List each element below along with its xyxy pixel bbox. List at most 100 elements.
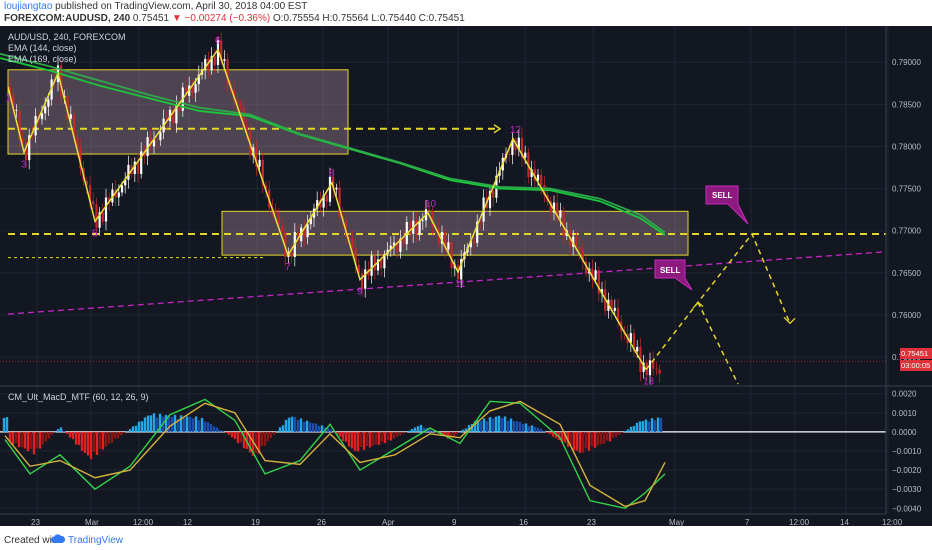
- sell-badge-upper-shape: [705, 185, 749, 225]
- macd-histogram-bar: [659, 417, 663, 432]
- candle-body: [98, 212, 101, 228]
- candle-body: [220, 40, 223, 61]
- macd-histogram-bar: [182, 417, 186, 432]
- macd-tick-label: 0.0000: [892, 428, 917, 437]
- macd-histogram-bar: [107, 431, 111, 444]
- macd-histogram-bar: [341, 431, 345, 441]
- candle-body: [348, 236, 351, 239]
- price-tick-label: 0.78000: [892, 142, 921, 151]
- candle-body: [380, 259, 383, 269]
- projection-arrowhead: [783, 316, 796, 325]
- macd-histogram-bar: [605, 431, 609, 441]
- x-tick-label: Apr: [382, 518, 395, 526]
- macd-histogram-bar: [467, 425, 471, 432]
- macd-histogram-bar: [581, 431, 585, 453]
- macd-histogram-bar: [494, 416, 498, 432]
- candle-body: [354, 247, 357, 265]
- candle-body: [447, 242, 450, 250]
- macd-histogram-bar: [491, 418, 495, 432]
- macd-histogram-bar: [560, 431, 564, 443]
- macd-histogram-bar: [317, 425, 321, 432]
- macd-histogram-bar: [11, 431, 15, 445]
- macd-histogram-bar: [68, 431, 72, 438]
- wave-label: 1: [5, 94, 11, 105]
- macd-histogram-bar: [443, 431, 447, 436]
- macd-histogram-bar: [284, 419, 288, 432]
- candle-body: [396, 242, 399, 252]
- x-tick-label: 12:00: [133, 518, 154, 526]
- candle-body: [508, 154, 511, 155]
- candle-body: [636, 346, 639, 352]
- macd-histogram-bar: [143, 417, 147, 432]
- ema169-legend: EMA (169, close): [8, 54, 77, 64]
- macd-histogram-bar: [497, 415, 501, 432]
- last-price: 0.75451: [132, 13, 170, 24]
- macd-histogram-bar: [545, 431, 549, 433]
- candle-body: [21, 139, 24, 143]
- macd-histogram-bar: [290, 416, 294, 432]
- candle-body: [136, 161, 140, 174]
- candle-body: [460, 259, 463, 280]
- macd-histogram-bar: [305, 420, 309, 432]
- macd-histogram-bar: [368, 431, 372, 448]
- macd-histogram-bar: [593, 431, 597, 448]
- author-link[interactable]: loujiangtao: [4, 1, 53, 12]
- macd-histogram-bar: [329, 429, 333, 432]
- macd-histogram-bar: [416, 426, 420, 432]
- macd-histogram-bar: [431, 430, 435, 432]
- macd-histogram-bar: [275, 431, 279, 432]
- macd-histogram-bar: [41, 431, 45, 445]
- candle-body: [652, 360, 655, 369]
- macd-histogram-bar: [548, 431, 552, 435]
- macd-histogram-bar: [611, 431, 615, 438]
- candle-body: [40, 113, 44, 120]
- macd-histogram-bar: [623, 430, 627, 432]
- candle-body: [66, 95, 69, 119]
- candle-body: [44, 106, 47, 114]
- chart-pane[interactable]: 1 3 5 6 7 8 9 10 11 12 13 0.79000 0.78500 0.78000 0.7…: [0, 26, 932, 527]
- macd-histogram-bar: [503, 416, 507, 432]
- wave-label: 9: [357, 287, 363, 298]
- countdown-box: [900, 360, 932, 371]
- macd-histogram-bar: [344, 431, 348, 442]
- x-tick-label: 23: [587, 518, 596, 526]
- macd-histogram-bar: [476, 420, 480, 432]
- candle-body: [392, 242, 396, 246]
- macd-histogram-bar: [65, 431, 69, 434]
- macd-histogram-bar: [572, 431, 576, 451]
- macd-histogram-bar: [389, 431, 393, 441]
- macd-histogram-bar: [482, 418, 486, 432]
- macd-histogram-bar: [287, 417, 291, 432]
- candle-body: [428, 209, 431, 211]
- macd-histogram-bar: [638, 421, 642, 432]
- candle-body: [584, 261, 588, 274]
- macd-histogram-bar: [533, 427, 537, 432]
- macd-histogram-bar: [434, 431, 438, 433]
- candle-body: [415, 220, 418, 235]
- macd-histogram-bar: [374, 431, 378, 445]
- tradingview-brand-link[interactable]: TradingView: [68, 535, 124, 546]
- macd-histogram-bar: [116, 431, 120, 439]
- macd-histogram-bar: [410, 428, 414, 432]
- wave-label: 12: [510, 125, 522, 136]
- price-tick-label: 0.76500: [892, 269, 921, 278]
- symbol-legend: AUD/USD, 240, FOREXCOM: [8, 32, 126, 42]
- macd-histogram-bar: [326, 427, 330, 432]
- macd-histogram-bar: [641, 421, 645, 432]
- macd-histogram-bar: [464, 428, 468, 432]
- macd-histogram-bar: [224, 431, 228, 434]
- macd-histogram-bar: [386, 431, 390, 441]
- macd-histogram-bar: [506, 420, 510, 432]
- sell-badge-lower: SELL: [654, 259, 693, 291]
- macd-histogram-bar: [518, 421, 522, 432]
- ema-layer: [0, 52, 666, 236]
- macd-histogram-bar: [86, 431, 90, 456]
- macd-histogram-bar: [5, 417, 9, 432]
- level-arrowhead: [493, 124, 502, 134]
- macd-tick-label: 0.0020: [892, 390, 917, 399]
- macd-tick-label: −0.0040: [892, 504, 922, 513]
- macd-histogram-bar: [95, 431, 99, 455]
- candle-body: [72, 114, 76, 138]
- macd-histogram-bar: [650, 418, 654, 432]
